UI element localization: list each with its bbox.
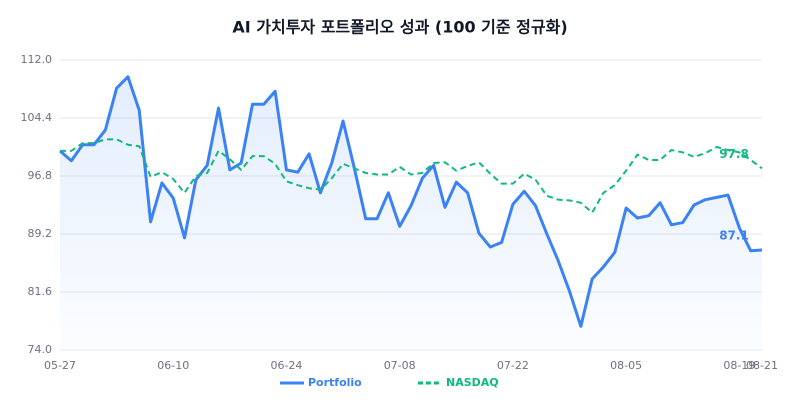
line — [59, 75, 763, 328]
line — [60, 138, 763, 214]
value-label: 87.1 — [719, 229, 749, 243]
x-tick-label: 08-19 — [723, 359, 755, 372]
y-tick-label: 104.4 — [21, 111, 53, 124]
y-tick-label: 112.0 — [21, 53, 53, 66]
x-tick-label: 05-27 — [44, 359, 76, 372]
chart-title: AI 가치투자 포트폴리오 성과 (100 기준 정규화) — [232, 18, 567, 37]
x-tick-label: 07-08 — [384, 359, 416, 372]
x-tick-label: 06-24 — [270, 359, 302, 372]
x-tick-label: 07-22 — [497, 359, 529, 372]
y-tick-label: 81.6 — [28, 285, 53, 298]
legend-label: NASDAQ — [446, 376, 499, 389]
x-tick-label: 08-21 — [746, 359, 778, 372]
area — [60, 76, 762, 350]
y-tick-label: 96.8 — [28, 169, 53, 182]
y-tick-label: 74.0 — [28, 343, 53, 356]
x-tick-label: 08-05 — [610, 359, 642, 372]
y-tick-label: 89.2 — [28, 227, 53, 240]
legend-label: Portfolio — [308, 376, 362, 389]
x-tick-label: 06-10 — [157, 359, 189, 372]
value-label: 97.8 — [719, 147, 749, 161]
